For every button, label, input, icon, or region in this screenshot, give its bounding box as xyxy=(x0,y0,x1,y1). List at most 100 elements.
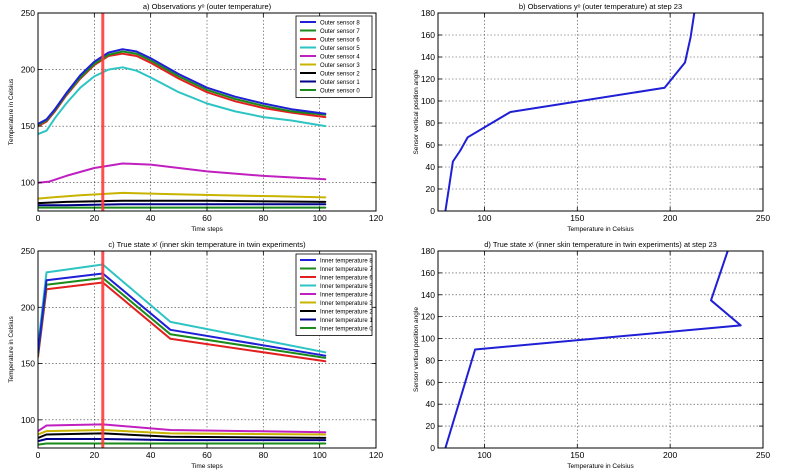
x-tick-label: 250 xyxy=(756,213,770,223)
x-tick-label: 250 xyxy=(756,450,770,460)
series-line-5 xyxy=(38,191,327,200)
legend: Inner temperature 8 Inner temperature 7 In… xyxy=(295,253,373,336)
chart-a: 0 20 40 60 80 100 120 100 150 200 250 a) Observatio… xyxy=(8,2,383,233)
series-line-4 xyxy=(38,162,327,184)
y-tick-label: 80 xyxy=(426,118,436,128)
series-line-3 xyxy=(38,263,327,354)
chart-title: b) Observations yᵒ (outer temperature) a… xyxy=(519,2,682,11)
chart-d: 100 150 200 250 0 20 40 60 80 100 120 140 160 180 d) T… xyxy=(413,240,770,470)
chart-c: 0 20 40 60 80 100 120 100 150 200 250 c) True state… xyxy=(8,240,383,470)
legend-label-7: Inner temperature 1 xyxy=(320,318,373,324)
y-axis-label: Sensor vertical position angle xyxy=(413,69,420,154)
legend-label-0: Inner temperature 8 xyxy=(320,259,373,265)
legend-label-8: Inner temperature 0 xyxy=(320,327,373,333)
y-tick-label: 0 xyxy=(430,443,435,453)
x-tick-label: 40 xyxy=(146,213,156,223)
x-tick-label: 200 xyxy=(663,450,677,460)
x-tick-label: 150 xyxy=(570,450,584,460)
y-axis-label: Temperature in Celsius xyxy=(8,316,15,383)
y-tick-label: 40 xyxy=(426,399,436,409)
series-line-3 xyxy=(38,66,327,136)
legend-label-2: Outer sensor 6 xyxy=(320,38,360,44)
chart-title: d) True state xᵗ (inner skin temperature… xyxy=(484,240,717,249)
x-axis-label: Temperature in Celsius xyxy=(567,226,634,233)
y-tick-label: 40 xyxy=(426,162,436,172)
legend-label-2: Inner temperature 6 xyxy=(320,276,373,282)
y-tick-label: 160 xyxy=(421,268,435,278)
y-tick-label: 150 xyxy=(21,359,35,369)
legend-label-4: Outer sensor 4 xyxy=(320,55,360,61)
x-tick-label: 100 xyxy=(477,450,491,460)
legend-label-4: Inner temperature 4 xyxy=(320,293,373,299)
series-line-1 xyxy=(38,277,327,359)
legend-label-6: Outer sensor 2 xyxy=(320,72,360,78)
x-tick-label: 0 xyxy=(36,450,41,460)
plot-frame xyxy=(437,250,764,449)
series-line-2 xyxy=(38,52,327,128)
y-tick-label: 120 xyxy=(421,312,435,322)
y-tick-label: 140 xyxy=(421,290,435,300)
x-tick-label: 40 xyxy=(146,450,156,460)
series-line-0 xyxy=(444,13,696,211)
chart-title: a) Observations yᵒ (outer temperature) xyxy=(143,2,272,11)
x-tick-label: 20 xyxy=(90,450,100,460)
y-tick-label: 150 xyxy=(21,121,35,131)
series-line-0 xyxy=(444,251,742,448)
legend-label-3: Inner temperature 5 xyxy=(320,284,373,290)
chart-b: 100 150 200 250 0 20 40 60 80 100 120 140 160 180 b) O… xyxy=(413,2,770,233)
x-tick-label: 100 xyxy=(313,213,327,223)
series-line-6 xyxy=(38,199,327,205)
y-axis-label: Sensor vertical position angle xyxy=(413,307,420,392)
chart-title: c) True state xᵗ (inner skin temperature… xyxy=(108,240,306,249)
x-tick-label: 100 xyxy=(477,213,491,223)
y-tick-label: 20 xyxy=(426,421,436,431)
x-tick-label: 80 xyxy=(259,450,269,460)
x-tick-label: 80 xyxy=(259,213,269,223)
legend-label-6: Inner temperature 2 xyxy=(320,310,373,316)
legend-label-5: Outer sensor 3 xyxy=(320,63,360,69)
y-tick-label: 100 xyxy=(21,415,35,425)
x-tick-label: 200 xyxy=(663,213,677,223)
x-tick-label: 120 xyxy=(369,450,383,460)
x-tick-label: 150 xyxy=(570,213,584,223)
y-tick-label: 250 xyxy=(21,8,35,18)
x-axis-label: Time steps xyxy=(191,226,223,233)
y-tick-label: 100 xyxy=(21,178,35,188)
x-axis-label: Temperature in Celsius xyxy=(567,463,634,470)
x-tick-label: 0 xyxy=(36,213,41,223)
plot-area xyxy=(38,251,327,448)
plot-area xyxy=(444,13,696,211)
plot-area xyxy=(444,251,742,448)
y-tick-label: 100 xyxy=(421,96,435,106)
legend-label-0: Outer sensor 8 xyxy=(320,21,360,27)
y-tick-label: 20 xyxy=(426,184,436,194)
y-tick-label: 160 xyxy=(421,30,435,40)
legend-label-1: Inner temperature 7 xyxy=(320,267,373,273)
legend-label-7: Outer sensor 1 xyxy=(320,80,360,86)
y-axis-label: Temperature in Celsius xyxy=(8,78,15,145)
x-axis-label: Time steps xyxy=(191,463,223,470)
y-tick-label: 180 xyxy=(421,246,435,256)
y-tick-label: 140 xyxy=(421,52,435,62)
legend-label-5: Inner temperature 3 xyxy=(320,301,373,307)
plot-frame xyxy=(437,12,764,212)
y-tick-label: 120 xyxy=(421,74,435,84)
y-tick-label: 80 xyxy=(426,355,436,365)
legend-label-1: Outer sensor 7 xyxy=(320,29,360,35)
series-line-8 xyxy=(38,442,327,446)
plot-area xyxy=(38,13,327,211)
series-line-0 xyxy=(38,48,327,125)
x-tick-label: 60 xyxy=(202,213,212,223)
y-tick-label: 200 xyxy=(21,302,35,312)
legend: Outer sensor 8 Outer sensor 7 Outer sensor… xyxy=(295,15,373,98)
x-tick-label: 100 xyxy=(313,450,327,460)
y-tick-label: 180 xyxy=(421,8,435,18)
y-tick-label: 60 xyxy=(426,377,436,387)
x-tick-label: 60 xyxy=(202,450,212,460)
legend-label-3: Outer sensor 5 xyxy=(320,46,360,52)
legend-label-8: Outer sensor 0 xyxy=(320,89,360,95)
y-tick-label: 200 xyxy=(21,65,35,75)
y-tick-label: 100 xyxy=(421,334,435,344)
x-tick-label: 120 xyxy=(369,213,383,223)
